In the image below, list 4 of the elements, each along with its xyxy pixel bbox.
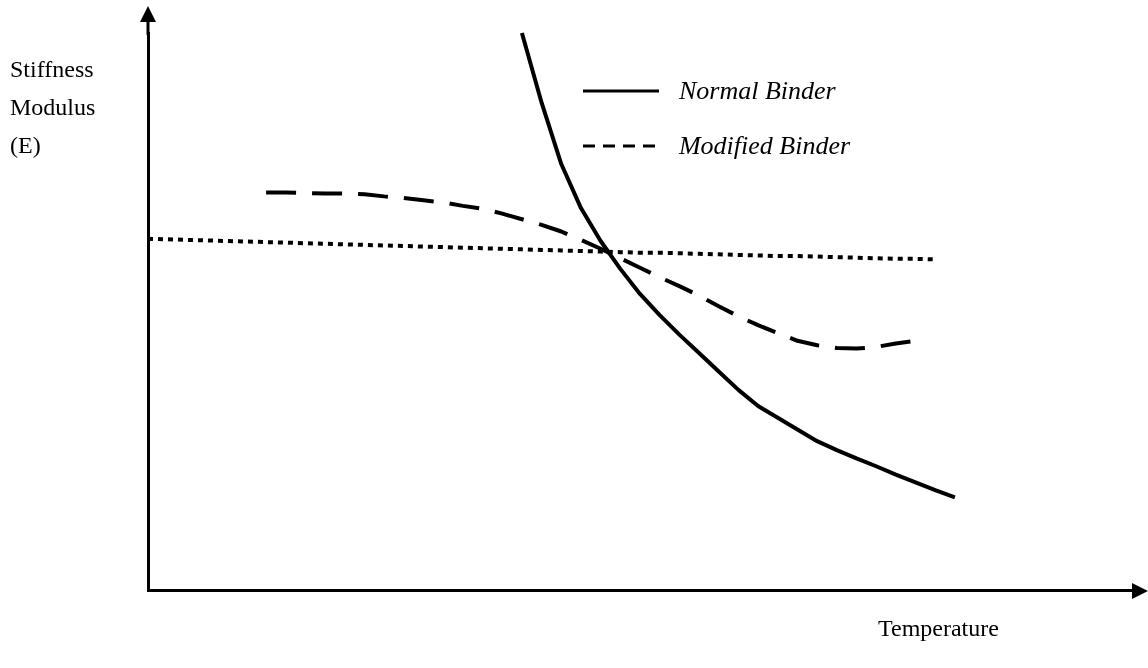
legend-label: Modified Binder <box>678 130 851 161</box>
x-axis-title: Temperature <box>878 614 999 642</box>
y-axis-title: Stiffness Modulus (E) <box>10 55 97 160</box>
legend-label: Normal Binder <box>678 75 836 106</box>
